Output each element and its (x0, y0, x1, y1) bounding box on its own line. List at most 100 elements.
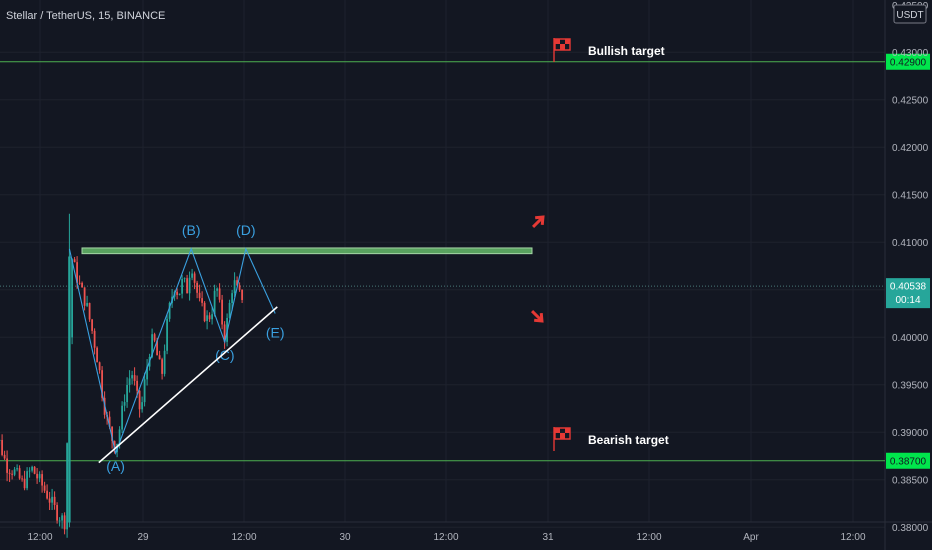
candle-body (61, 515, 63, 521)
wave-label: (C) (215, 347, 234, 363)
candle-body (216, 288, 218, 291)
candle-body (231, 293, 233, 304)
candle-body (223, 324, 226, 342)
target-levels: 0.42900 0.38700 (0, 53, 930, 469)
time-tick-label: 30 (339, 532, 351, 543)
current-price-badge (886, 278, 930, 309)
price-tick-label: 0.39500 (892, 380, 929, 391)
candle-body (123, 402, 126, 406)
arrow-shaft (530, 309, 543, 322)
candle-body (43, 485, 46, 491)
currency-label: USDT (896, 10, 923, 21)
candle-body (68, 256, 71, 523)
time-tick-label: Apr (743, 532, 759, 543)
flag-checker (555, 428, 570, 439)
candle-body (18, 468, 21, 479)
currency-box (893, 4, 927, 24)
target-flags: Bullish target Bearish target (553, 38, 669, 451)
time-tick-label: 12:00 (231, 532, 256, 543)
candle-body (163, 350, 166, 374)
candle-body (176, 291, 178, 295)
wave-label: (D) (236, 222, 255, 238)
candle-body (203, 302, 206, 322)
time-tick-label: 31 (542, 532, 554, 543)
level-price-badge (886, 452, 930, 469)
candle-body (71, 259, 73, 338)
candle-body (21, 478, 23, 480)
candle-body (3, 454, 6, 459)
candle-body (238, 285, 241, 290)
flag-icon (553, 427, 571, 451)
price-countdown: 00:14 (895, 295, 920, 306)
price-axis[interactable]: 0.38000 0.38500 0.39000 0.39500 0.40000 0.405… (886, 1, 930, 534)
candle-body (186, 278, 188, 294)
time-axis[interactable]: 12:00 29 12:00 30 12:00 31 12:00 Apr 12:00 (27, 532, 865, 543)
candle-body (1, 440, 3, 455)
candlestick-series (0, 213, 243, 538)
candle-body (133, 375, 136, 381)
candle-body (143, 379, 146, 403)
wave-label: (E) (266, 325, 285, 341)
candle-body (83, 287, 86, 306)
candle-body (233, 280, 236, 294)
candle-body (218, 288, 221, 300)
price-tick-label: 0.38000 (892, 523, 929, 534)
arrow-head (535, 215, 545, 225)
candle-body (6, 458, 8, 473)
candle-body (206, 315, 208, 322)
chart-title: Stellar / TetherUS, 15, BINANCE (6, 10, 165, 22)
candle-body (161, 359, 163, 374)
resistance-zone (81, 247, 533, 255)
wave-label: (A) (106, 458, 125, 474)
candle-body (228, 303, 231, 318)
price-tick-label: 0.41500 (892, 190, 929, 201)
candle-body (121, 405, 123, 430)
candle-body (8, 472, 11, 474)
candle-body (28, 470, 31, 472)
candle-body (63, 515, 66, 530)
wave-line (68, 247, 276, 456)
candle-body (38, 474, 41, 479)
level-price-text: 0.42900 (890, 57, 927, 68)
candle-body (46, 490, 48, 499)
candle-body (11, 473, 13, 475)
candle-body (208, 315, 211, 320)
candle-body (0, 440, 1, 441)
time-tick-label: 12:00 (27, 532, 52, 543)
candle-body (156, 340, 158, 356)
support-trendline (98, 306, 278, 464)
candle-body (23, 478, 26, 489)
candle-body (96, 347, 98, 363)
target-label: Bearish target (588, 433, 669, 447)
candle-body (158, 355, 161, 360)
candle-body (48, 498, 51, 503)
candle-body (118, 429, 121, 444)
candle-body (81, 282, 83, 288)
candle-body (178, 293, 181, 295)
candle-body (51, 496, 53, 503)
candle-body (241, 289, 243, 300)
candle-body (86, 303, 88, 306)
candle-body (108, 416, 111, 427)
candle-body (188, 277, 191, 294)
arrow-up-icon (531, 215, 545, 229)
candle-body (183, 278, 186, 280)
candle-body (168, 303, 171, 319)
resistance-box (81, 247, 533, 255)
candle-body (131, 375, 133, 379)
candle-body (128, 378, 131, 385)
candle-body (191, 273, 193, 278)
candle-body (26, 471, 28, 489)
time-tick-label: 29 (137, 532, 149, 543)
arrow-head (534, 313, 544, 323)
time-tick-label: 12:00 (433, 532, 458, 543)
flag-checker (555, 39, 570, 50)
candle-body (213, 290, 216, 315)
price-tick-label: 0.40000 (892, 333, 929, 344)
candle-body (151, 334, 153, 357)
candle-body (136, 380, 138, 391)
price-tick-label: 0.41000 (892, 238, 929, 249)
candle-body (193, 273, 196, 283)
